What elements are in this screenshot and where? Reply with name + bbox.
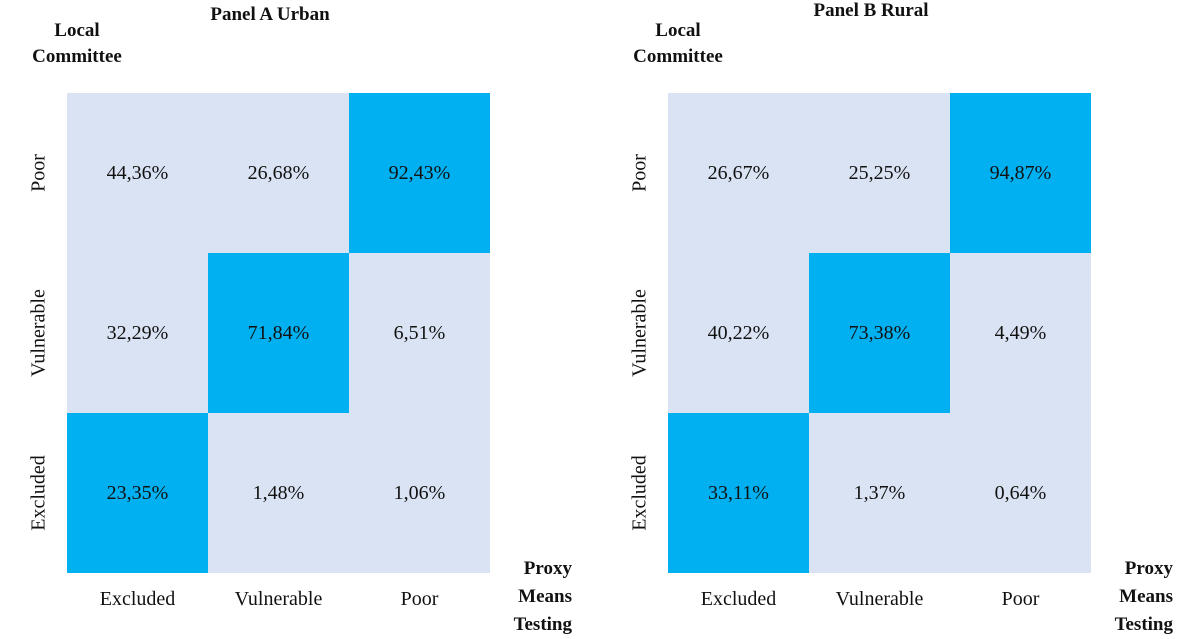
y-tick-label: Vulnerable — [628, 289, 651, 377]
heatmap-cell: 33,11% — [668, 413, 809, 573]
cell-label: 44,36% — [106, 161, 169, 184]
cell-label: 4,49% — [994, 321, 1047, 344]
y-tick-label: Poor — [628, 154, 651, 192]
heatmap-cell: 4,49% — [950, 253, 1091, 413]
cell-label: 33,11% — [708, 481, 769, 504]
x-tick-label: Excluded — [99, 588, 176, 610]
x-axis-label: Proxy Means Testing — [1114, 558, 1173, 635]
y-axis-label: Local Committee — [633, 20, 723, 67]
x-tick-label: Poor — [400, 588, 439, 610]
panel-title: Panel A Urban — [210, 4, 330, 25]
heatmap-cell: 73,38% — [809, 253, 950, 413]
y-tick-label: Excluded — [628, 455, 651, 531]
y-tick-label: Excluded — [27, 455, 50, 531]
x-tick-label: Vulnerable — [835, 588, 924, 610]
heatmap-cell: 26,67% — [668, 93, 809, 253]
heatmap-cell: 6,51% — [349, 253, 490, 413]
heatmap-cell: 0,64% — [950, 413, 1091, 573]
heatmap-cell: 71,84% — [208, 253, 349, 413]
cell-label: 73,38% — [848, 321, 911, 344]
x-tick-label: Vulnerable — [234, 588, 323, 610]
cell-label: 94,87% — [989, 161, 1052, 184]
heatmap-cell: 26,68% — [208, 93, 349, 253]
cell-label: 40,22% — [707, 321, 770, 344]
heatmap-cell: 1,37% — [809, 413, 950, 573]
x-axis-label: Proxy Means Testing — [513, 558, 572, 635]
y-tick-label: Vulnerable — [27, 289, 50, 377]
heatmap-cell: 1,48% — [208, 413, 349, 573]
heatmap-cell: 32,29% — [67, 253, 208, 413]
x-tick-label: Poor — [1001, 588, 1040, 610]
heatmap-cell: 23,35% — [67, 413, 208, 573]
y-tick-label: Poor — [27, 154, 50, 192]
cell-label: 1,48% — [252, 481, 305, 504]
cell-label: 26,68% — [247, 161, 310, 184]
cell-label: 23,35% — [106, 481, 169, 504]
cell-label: 1,06% — [393, 481, 446, 504]
cell-label: 71,84% — [247, 321, 310, 344]
cell-label: 1,37% — [853, 481, 906, 504]
heatmap-cell: 92,43% — [349, 93, 490, 253]
heatmap-cell: 94,87% — [950, 93, 1091, 253]
cell-label: 26,67% — [707, 161, 770, 184]
cell-label: 92,43% — [388, 161, 451, 184]
cell-label: 0,64% — [994, 481, 1047, 504]
x-tick-label: Excluded — [700, 588, 777, 610]
heatmap-cell: 44,36% — [67, 93, 208, 253]
panel-title: Panel B Rural — [813, 0, 929, 21]
cell-label: 25,25% — [848, 161, 911, 184]
heatmap-cell: 25,25% — [809, 93, 950, 253]
cell-label: 32,29% — [106, 321, 169, 344]
cell-label: 6,51% — [393, 321, 446, 344]
y-axis-label: Local Committee — [32, 20, 122, 67]
heatmap-cell: 40,22% — [668, 253, 809, 413]
heatmap-cell: 1,06% — [349, 413, 490, 573]
